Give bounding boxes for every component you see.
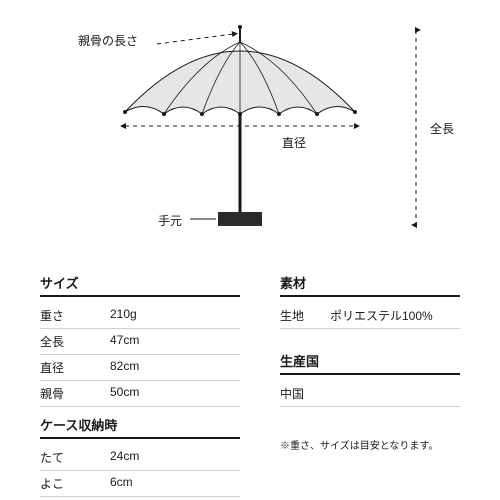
spec-label: 全長 <box>40 333 110 350</box>
spec-value <box>350 385 460 402</box>
spec-row: 生地 ポリエステル100% <box>280 303 460 329</box>
spec-tables: サイズ 重さ 210g 全長 47cm 直径 82cm 親骨 50cm ケース収… <box>40 265 460 497</box>
spec-value: 47cm <box>110 333 240 350</box>
diagram-svg <box>0 0 500 260</box>
spec-value: 6cm <box>110 475 240 492</box>
label-total-length: 全長 <box>430 120 454 137</box>
label-rib-length: 親骨の長さ <box>78 32 138 49</box>
spec-row: 親骨 50cm <box>40 381 240 407</box>
spec-label: 親骨 <box>40 385 110 402</box>
section-title-material: 素材 <box>280 273 460 297</box>
spec-row: 重さ 210g <box>40 303 240 329</box>
spec-value: 82cm <box>110 359 240 376</box>
spec-column-right: 素材 生地 ポリエステル100% 生産国 中国 ※重さ、サイズは目安となります。 <box>280 265 460 497</box>
guide-rib-length <box>157 34 233 44</box>
umbrella-diagram: 親骨の長さ 直径 全長 手元 <box>0 0 500 260</box>
label-diameter: 直径 <box>282 134 306 151</box>
section-title-size: サイズ <box>40 273 240 297</box>
spec-label: 重さ <box>40 307 110 324</box>
section-title-country: 生産国 <box>280 351 460 375</box>
footnote: ※重さ、サイズは目安となります。 <box>280 437 460 452</box>
spec-row: 全長 47cm <box>40 329 240 355</box>
spec-value: 24cm <box>110 449 240 466</box>
label-handle: 手元 <box>158 212 182 229</box>
spec-row: 直径 82cm <box>40 355 240 381</box>
spec-label: よこ <box>40 475 110 492</box>
spec-row: 中国 <box>280 381 460 407</box>
spec-label: 直径 <box>40 359 110 376</box>
spec-value: ポリエステル100% <box>330 307 460 324</box>
section-title-case: ケース収納時 <box>40 415 240 439</box>
product-spec-infographic: 親骨の長さ 直径 全長 手元 サイズ 重さ 210g 全長 47cm 直径 82… <box>0 0 500 500</box>
umbrella-canopy <box>123 25 357 116</box>
umbrella-handle <box>218 212 262 226</box>
spec-row: たて 24cm <box>40 445 240 471</box>
spec-label: たて <box>40 449 110 466</box>
spec-label: 生地 <box>280 307 330 324</box>
spec-label: 中国 <box>280 385 350 402</box>
spec-column-left: サイズ 重さ 210g 全長 47cm 直径 82cm 親骨 50cm ケース収… <box>40 265 240 497</box>
spec-row: よこ 6cm <box>40 471 240 497</box>
spec-value: 50cm <box>110 385 240 402</box>
spec-value: 210g <box>110 307 240 324</box>
